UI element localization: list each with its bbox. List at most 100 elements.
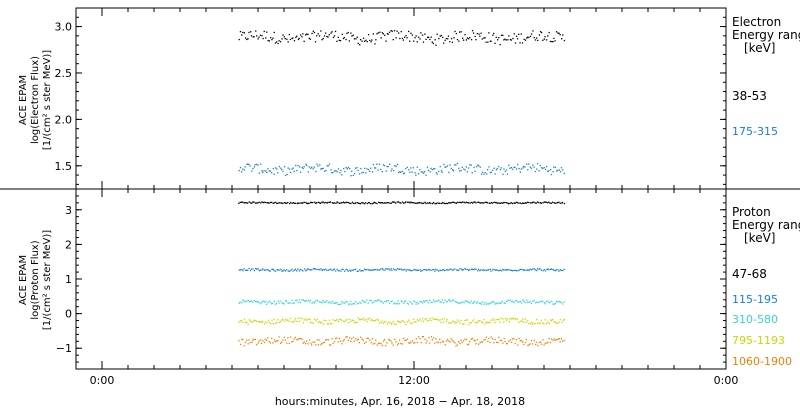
- proton-series-3-point: [543, 323, 545, 325]
- proton-series-1-point: [352, 269, 354, 271]
- electron-series-0-point: [538, 34, 540, 36]
- proton-series-2-point: [400, 300, 402, 302]
- electron-series-1-point: [393, 170, 395, 172]
- proton-series-0-point: [366, 202, 368, 205]
- proton-series-2-point: [469, 302, 471, 304]
- electron-series-0-point: [515, 35, 518, 37]
- electron-series-1-point: [246, 163, 248, 165]
- proton-series-3-point: [346, 318, 348, 320]
- proton-series-0-point: [368, 202, 370, 204]
- proton-series-4-point: [347, 339, 350, 341]
- proton-series-4-point: [351, 338, 353, 340]
- proton-series-3-point: [539, 322, 541, 325]
- proton-series-3-point: [264, 321, 267, 323]
- electron-series-1-point: [429, 171, 431, 173]
- electron-series-0-point: [428, 36, 430, 38]
- proton-series-2-point: [283, 303, 285, 305]
- proton-series-3-point: [433, 318, 435, 320]
- proton-series-4-point: [464, 338, 466, 340]
- proton-series-0-point: [380, 202, 382, 204]
- electron-series-1-point: [378, 163, 381, 165]
- proton-series-1-point: [408, 269, 410, 271]
- proton-series-4-point: [552, 339, 554, 341]
- proton-series-0-point: [252, 201, 254, 203]
- proton-series-1-point: [287, 270, 289, 272]
- proton-series-2-point: [443, 302, 445, 304]
- proton-series-0-point: [473, 201, 475, 203]
- proton-series-2-point: [545, 301, 548, 303]
- electron-series-1-point: [441, 171, 443, 173]
- proton-series-1-point: [258, 269, 260, 272]
- electron-series-1-point: [280, 167, 282, 169]
- electron-series-1-point: [271, 172, 273, 174]
- proton-series-2-point: [440, 301, 442, 304]
- electron-series-1-point: [537, 163, 539, 165]
- electron-series-1-point: [548, 170, 550, 172]
- electron-series-0-point: [492, 34, 494, 36]
- proton-series-2-point: [241, 302, 243, 304]
- electron-series-0-point: [553, 37, 555, 39]
- electron-series-0-point: [282, 34, 284, 36]
- proton-series-3-point: [291, 321, 293, 323]
- proton-series-3-point: [416, 319, 419, 321]
- proton-series-1-point: [430, 269, 432, 271]
- proton-series-3-point: [392, 320, 395, 323]
- proton-series-0-point: [532, 201, 534, 203]
- proton-series-2-point: [342, 302, 344, 304]
- electron-series-1-point: [471, 172, 473, 174]
- electron-series-0-point: [375, 39, 377, 41]
- proton-series-3-point: [331, 323, 333, 325]
- electron-series-0-point: [409, 40, 411, 42]
- proton-series-4-point: [463, 340, 465, 342]
- proton-series-0-point: [426, 202, 429, 204]
- proton-series-4-point: [271, 337, 273, 339]
- proton-series-4-point: [283, 336, 285, 338]
- proton-series-2-point: [413, 300, 415, 302]
- proton-series-3-point: [412, 322, 414, 324]
- proton-series-4-point: [257, 342, 259, 344]
- electron-series-1-point: [287, 167, 289, 169]
- proton-series-4-point: [549, 342, 552, 344]
- proton-series-2-point: [332, 302, 334, 304]
- proton-series-4-point: [458, 341, 460, 343]
- proton-series-3-point: [319, 321, 321, 323]
- electron-series-1-point: [563, 172, 565, 175]
- proton-series-4-point: [477, 343, 480, 345]
- proton-series-2-point: [462, 301, 464, 303]
- electron-series-0-point: [351, 35, 353, 37]
- electron-series-0-point: [551, 40, 553, 43]
- proton-series-2-point: [359, 301, 361, 303]
- proton-series-4-point: [335, 337, 337, 340]
- proton-series-0-point: [397, 201, 400, 203]
- electron-series-1-point: [508, 164, 510, 166]
- electron-series-0-point: [537, 39, 539, 42]
- proton-series-4-point: [318, 339, 320, 341]
- proton-series-3-point: [558, 321, 560, 323]
- proton-series-4-point: [535, 341, 537, 343]
- proton-series-0-point: [387, 202, 389, 204]
- electron-series-1-point: [263, 170, 265, 172]
- proton-series-4-point: [345, 336, 347, 338]
- electron-series-1-point: [474, 170, 476, 172]
- electron-series-0-point: [377, 32, 379, 34]
- proton-series-1-point: [295, 268, 297, 270]
- electron-series-1-point: [550, 173, 553, 176]
- proton-series-1-point: [278, 269, 280, 271]
- proton-series-4-point: [475, 343, 477, 345]
- proton-series-4-point: [418, 336, 420, 338]
- electron-series-1-point: [386, 165, 388, 168]
- electron-series-1-point: [560, 167, 563, 169]
- proton-series-2-point: [514, 300, 517, 302]
- electron-series-1-point: [518, 168, 520, 170]
- proton-series-2-point: [369, 300, 371, 302]
- proton-series-0-point: [290, 201, 292, 204]
- proton-series-0-point: [307, 202, 309, 205]
- electron-series-1-point: [470, 164, 472, 166]
- proton-series-3-point: [364, 319, 366, 321]
- electron-series-0-point: [472, 32, 475, 34]
- proton-series-3-point: [531, 321, 533, 324]
- proton-series-2-point: [306, 300, 308, 302]
- proton-series-0-point: [390, 202, 392, 204]
- proton-series-4-point: [303, 341, 305, 343]
- proton-series-4-point: [524, 341, 526, 344]
